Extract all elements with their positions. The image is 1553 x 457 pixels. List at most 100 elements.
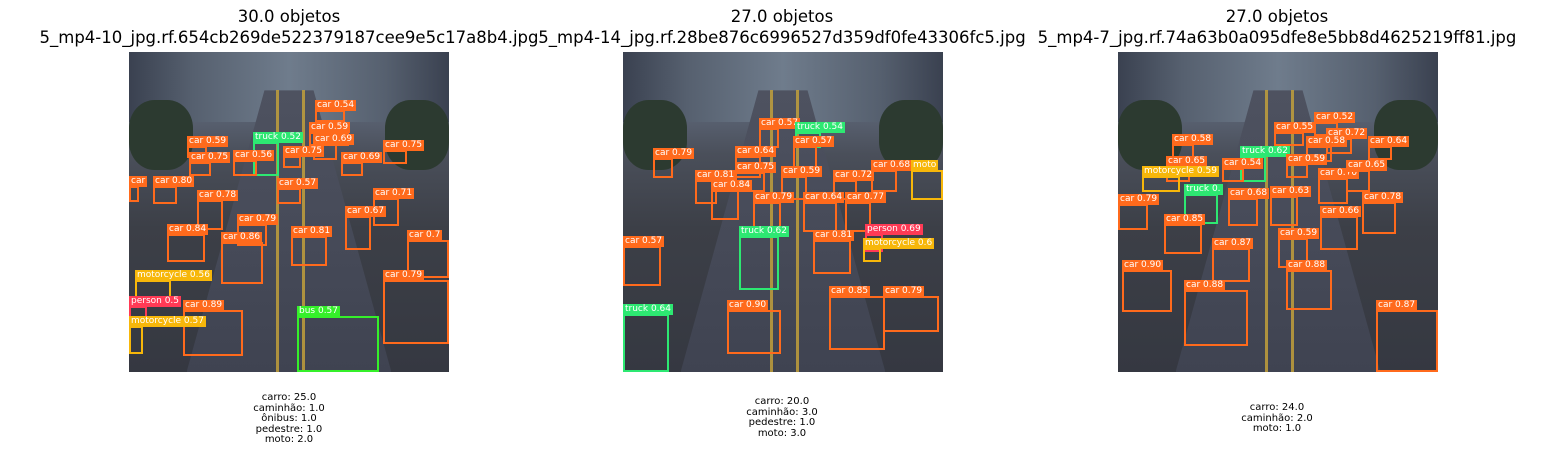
detection-image: car 0.54 car 0.59 truck 0.52 car 0.59 car 0.…	[129, 52, 449, 372]
detection-label: car 0.75	[383, 140, 425, 151]
detection-label: car 0.68	[1228, 188, 1270, 199]
detection-label: motorcycle 0.56	[135, 270, 212, 281]
count-line: carro: 20.0	[754, 396, 810, 407]
count-line: moto: 3.0	[757, 427, 807, 439]
car-detection-box: car 0.81	[813, 230, 855, 274]
car-detection-box: car 0.85	[1164, 214, 1206, 254]
panel-title: 30.0 objetos	[237, 7, 341, 26]
car-detection-box: car 0.64	[803, 192, 845, 232]
car-detection-box: car 0.79	[653, 148, 695, 178]
detection-label: car 0.84	[711, 180, 753, 191]
detection-label: car 0.78	[197, 190, 239, 201]
car-detection-box: car 0.68	[1228, 188, 1270, 226]
car-detection-box: car 0.66	[1320, 206, 1362, 250]
detection-label: car 0.78	[1362, 192, 1404, 203]
detection-label: car 0.87	[1212, 238, 1254, 249]
car-detection-box: car 0.57	[277, 178, 319, 204]
detection-label: truck 0.52	[253, 132, 303, 143]
car-detection-box: car 0.55	[1274, 122, 1316, 146]
car-detection-box: car 0.68	[871, 160, 913, 192]
count-line: caminhão: 1.0	[253, 402, 325, 414]
truck-detection-box: truck 0.62	[739, 226, 789, 290]
car-detection-box: car 0.81	[695, 170, 737, 204]
car-detection-box: car 0.81	[291, 226, 333, 266]
detection-label: car 0.68	[871, 160, 913, 171]
car-detection-box: car 0.90	[727, 300, 781, 354]
detection-label: car 0.71	[373, 188, 415, 199]
car-detection-box: car 0.75	[383, 140, 425, 164]
car-detection-box: car 0.85	[829, 286, 885, 350]
car-detection-box: car 0.84	[711, 180, 753, 220]
car-detection-box: car 0.78	[1362, 192, 1404, 234]
car-detection-box: car 0.59	[1286, 154, 1328, 178]
detection-label: car	[129, 176, 148, 187]
panel-title: 27.0 objetos	[1225, 7, 1329, 26]
lane-line	[276, 90, 280, 372]
detection-label: car 0.64	[1368, 136, 1410, 147]
detection-label: car 0.79	[883, 286, 925, 297]
car-detection-box: car 0.78	[197, 190, 239, 230]
detection-image: car 0.57 truck 0.54 car 0.57 car 0.79 car 0.…	[623, 52, 943, 372]
count-line: carro: 24.0	[1249, 402, 1305, 413]
detection-label: car 0.69	[313, 134, 355, 145]
class-counts: carro: 25.0 caminhão: 1.0 ônibus: 1.0 pe…	[29, 392, 549, 446]
detection-label: car 0.70	[1318, 168, 1360, 179]
detection-label: car 0.79	[1118, 194, 1160, 205]
detection-label: car 0.87	[1376, 300, 1418, 311]
detection-label: person 0.69	[865, 224, 923, 235]
detection-label: car 0.84	[167, 224, 209, 235]
detection-label: car 0.72	[833, 170, 875, 181]
panel-filename: 5_mp4-7_jpg.rf.74a63b0a095dfe8e5bb8d4625…	[1037, 28, 1517, 47]
car-detection-box: car 0.84	[167, 224, 209, 262]
detection-label: bus 0.57	[297, 306, 341, 317]
car-detection-box: car 0.57	[793, 136, 835, 168]
detection-label: truck 0.62	[1240, 146, 1290, 157]
detection-label: car 0.52	[1314, 112, 1356, 123]
car-detection-box: car 0.57	[759, 118, 801, 148]
motorcycle-detection-box: motorcycle 0.6	[863, 238, 935, 262]
detection-label: car 0.85	[829, 286, 871, 297]
detection-label: car 0.89	[183, 300, 225, 311]
detection-label: car 0.54	[315, 100, 357, 111]
count-line: carro: 25.0	[261, 392, 317, 403]
detection-label: car 0.67	[345, 206, 387, 217]
detection-label: car 0.86	[221, 232, 263, 243]
detection-label: car 0.58	[1172, 134, 1214, 145]
car-detection-box: car 0.65	[1346, 160, 1388, 192]
detection-image: car 0.52 car 0.55 car 0.72 car 0.58 car 0.58…	[1118, 52, 1438, 372]
detection-label: car 0.75	[735, 162, 777, 173]
detection-label: car 0.81	[695, 170, 737, 181]
bus-detection-box: bus 0.57	[297, 306, 379, 372]
car-detection-box: car 0.86	[221, 232, 263, 284]
car-detection-box: car 0.54	[1222, 158, 1264, 182]
detection-label: car 0.59	[187, 136, 229, 147]
detection-label: car 0.90	[1122, 260, 1164, 271]
car-detection-box: car 0.77	[845, 192, 887, 232]
car-detection-box: car 0.67	[345, 206, 387, 250]
car-detection-box: car 0.90	[1122, 260, 1172, 312]
car-detection-box: car 0.88	[1286, 260, 1332, 310]
detection-label: car 0.57	[623, 236, 665, 247]
car-detection-box: car 0.54	[315, 100, 357, 122]
class-counts: carro: 20.0 caminhão: 3.0 pedestre: 1.0 …	[522, 396, 1042, 439]
class-counts: carro: 24.0 caminhão: 2.0 moto: 1.0	[1017, 402, 1537, 435]
detection-label: car 0.81	[813, 230, 855, 241]
count-line: pedestre: 1.0	[748, 417, 816, 428]
detection-label: car 0.81	[291, 226, 333, 237]
detection-label: motorcycle 0.59	[1142, 166, 1219, 177]
car-detection-box: car 0.75	[283, 146, 325, 168]
motorcycle-detection-box: motorcycle 0.57	[129, 316, 206, 354]
detection-label: car 0.88	[1184, 280, 1226, 291]
detection-label: car 0.77	[845, 192, 887, 203]
car-detection-box: car 0.64	[1368, 136, 1410, 160]
trees-right	[385, 100, 449, 171]
detection-label: car 0.7	[407, 230, 443, 241]
detection-label: car 0.66	[1320, 206, 1362, 217]
panel-2: 27.0 objetos 5_mp4-14_jpg.rf.28be876c699…	[522, 0, 1042, 457]
car-detection-box: car 0.63	[1270, 186, 1312, 226]
detection-label: car 0.57	[793, 136, 835, 147]
car-detection-box: car 0.69	[341, 152, 383, 176]
detection-label: car 0.69	[341, 152, 383, 163]
car-detection-box: car 0.89	[183, 300, 243, 356]
car-detection-box: car 0.87	[1212, 238, 1254, 282]
